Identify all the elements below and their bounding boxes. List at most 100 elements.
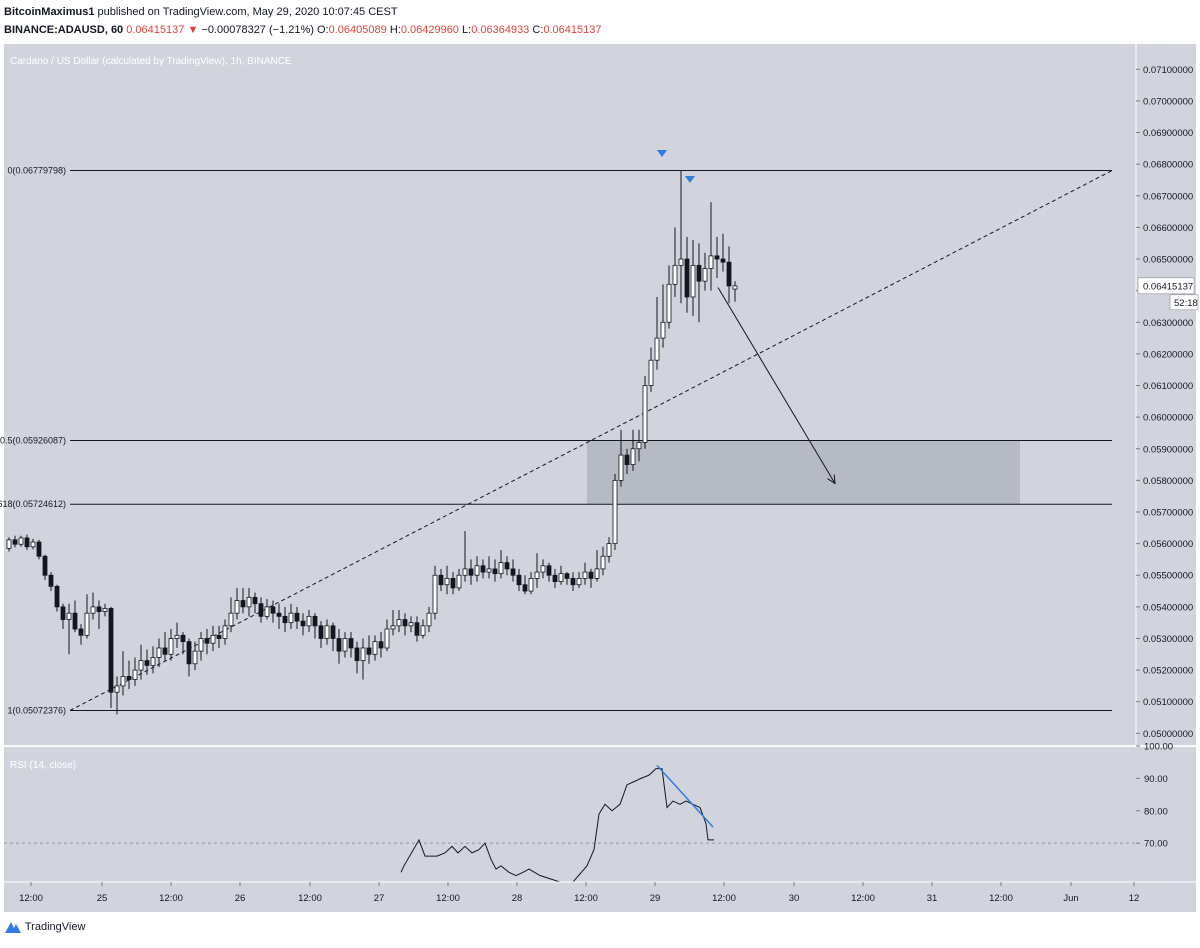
candle-body-up: [540, 565, 546, 573]
price-tick-label: 0.05700000: [1143, 508, 1193, 519]
footer: TradingView: [4, 920, 85, 940]
candle-body-down: [300, 620, 306, 627]
candle: [522, 575, 528, 595]
candle-body-up: [732, 285, 738, 290]
candle: [66, 603, 72, 655]
candle-body-down: [552, 574, 558, 582]
candle: [582, 562, 588, 585]
author-name[interactable]: BitcoinMaximus1: [4, 6, 95, 18]
time-tick-label: 12:00: [574, 893, 598, 904]
candle-body-down: [348, 638, 354, 649]
candle-body-up: [198, 638, 204, 652]
price-tick-label: 0.06700000: [1143, 191, 1193, 202]
rsi-line: [400, 768, 714, 882]
time-tick-label: Jun: [1063, 893, 1078, 904]
candle-body-up: [222, 625, 228, 639]
rsi-tick-label: 80.00: [1144, 806, 1168, 817]
candle-body-down: [414, 622, 420, 636]
price-tick-label: 0.06200000: [1143, 349, 1193, 360]
candle: [630, 429, 636, 471]
price-tick-label: 0.07000000: [1143, 96, 1193, 107]
candle-body-up: [66, 612, 72, 620]
candle-body-down: [522, 584, 528, 592]
candle-body-up: [534, 571, 540, 579]
candle: [156, 638, 162, 667]
candle-body-up: [636, 442, 642, 450]
candle-body-up: [168, 638, 174, 655]
candle-body-down: [318, 625, 324, 639]
candle-body-up: [174, 634, 180, 639]
candle-body-up: [156, 647, 162, 658]
candle-body-down: [54, 585, 60, 608]
candle: [462, 530, 468, 582]
candle-body-up: [642, 385, 648, 443]
candle-body-down: [204, 638, 210, 644]
symbol-label: BINANCE:ADAUSD, 60: [4, 24, 124, 36]
candle: [546, 562, 552, 582]
candle: [210, 625, 216, 652]
candle-body-down: [186, 641, 192, 665]
candle: [36, 539, 42, 560]
brand-name[interactable]: TradingView: [24, 920, 86, 933]
time-axis[interactable]: 12:00 25 12:00 26 12:00 27 12:00 28 12:00 29 12:00…: [4, 881, 1196, 912]
price-tick-label: 0.06500000: [1143, 255, 1193, 266]
rsi-pane[interactable]: RSI (14, close) 100.00 90.00 80.00 70.00: [4, 742, 1196, 883]
price-tick-label: 0.06300000: [1143, 318, 1193, 329]
rsi-title: RSI (14, close): [10, 760, 76, 771]
candle: [468, 559, 474, 585]
time-tick-label: 30: [789, 893, 800, 904]
time-tick-label: 26: [235, 893, 246, 904]
candle: [78, 624, 84, 645]
price-pane[interactable]: 0.07100000 0.07000000 0.06900000 0.06800000…: [0, 44, 1199, 882]
candle: [336, 629, 342, 664]
candle: [372, 635, 378, 661]
time-tick-label: 31: [927, 893, 938, 904]
time-tick-label: 12:00: [298, 893, 322, 904]
price-tick-label: 0.05000000: [1143, 729, 1193, 740]
candle-body-down: [126, 676, 132, 680]
candle-body-down: [504, 562, 510, 570]
candle: [342, 632, 348, 658]
candle-body-up: [486, 568, 492, 573]
candle-body-down: [162, 647, 168, 655]
chart-header: BitcoinMaximus1 published on TradingView…: [4, 4, 1194, 44]
candle-body-up: [444, 578, 450, 586]
candle-body-up: [90, 606, 96, 614]
candle: [624, 448, 630, 475]
candle: [732, 281, 738, 302]
candle: [510, 559, 516, 582]
candle: [276, 603, 282, 629]
candle-body-up: [18, 537, 24, 545]
candle: [666, 265, 672, 329]
candle-body-down: [96, 606, 102, 613]
price-tick-label: 0.05100000: [1143, 697, 1193, 708]
candle: [636, 429, 642, 462]
candle-body-up: [30, 541, 36, 548]
candle: [144, 649, 150, 675]
candle: [708, 202, 714, 291]
candle: [690, 240, 696, 316]
publish-info: published on TradingView.com, May 29, 20…: [97, 6, 398, 18]
last-price: 0.06415137: [126, 24, 185, 36]
candle: [378, 632, 384, 658]
candle-body-up: [600, 555, 606, 570]
candle: [42, 554, 48, 580]
candle: [426, 606, 432, 633]
countdown-label: 52:18: [1174, 298, 1198, 309]
candle-body-up: [594, 568, 600, 579]
candle: [258, 597, 264, 623]
candle-body-down: [108, 608, 114, 693]
candle-body-down: [72, 612, 78, 630]
candle-body-up: [102, 608, 108, 613]
rsi-tick-label: 100.00: [1144, 742, 1173, 753]
price-tick-label: 0.06000000: [1143, 413, 1193, 424]
candle: [54, 584, 60, 612]
candle: [246, 587, 252, 617]
candle: [384, 619, 390, 652]
candle-body-up: [150, 657, 156, 666]
candle: [306, 610, 312, 633]
candle-body-up: [690, 264, 696, 298]
candle: [162, 632, 168, 661]
candle: [108, 606, 114, 709]
